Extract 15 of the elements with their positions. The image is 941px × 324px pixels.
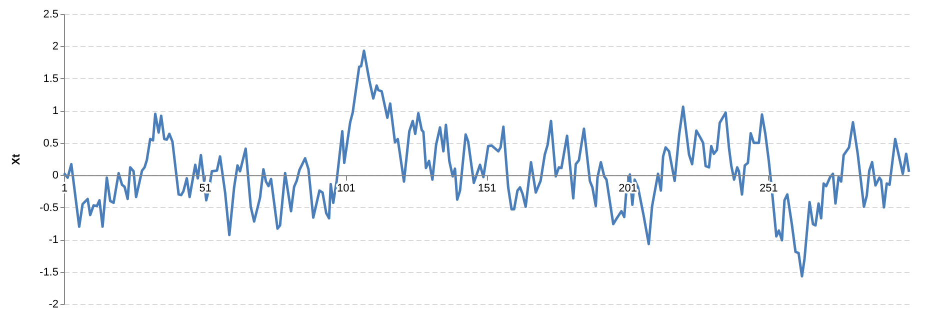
y-axis-title: Xt <box>10 154 23 165</box>
y-tick-label: 2 <box>52 40 58 53</box>
y-tick-label: -0.5 <box>40 202 58 214</box>
x-tick-label: 151 <box>478 182 496 195</box>
y-tick-label: 0.5 <box>43 137 58 150</box>
line-series <box>62 49 910 278</box>
y-tick-label: 1.5 <box>43 72 58 85</box>
y-tick-label: 2.5 <box>43 8 58 20</box>
y-tick-label: -2 <box>48 298 58 310</box>
y-tick-label: -1.5 <box>40 266 58 278</box>
y-tick-label: -1 <box>48 234 58 246</box>
y-tick-label: 1 <box>52 105 58 118</box>
x-tick-label: 1 <box>61 182 68 195</box>
y-tick-label: 0 <box>52 170 58 182</box>
x-tick-label: 101 <box>336 182 356 195</box>
